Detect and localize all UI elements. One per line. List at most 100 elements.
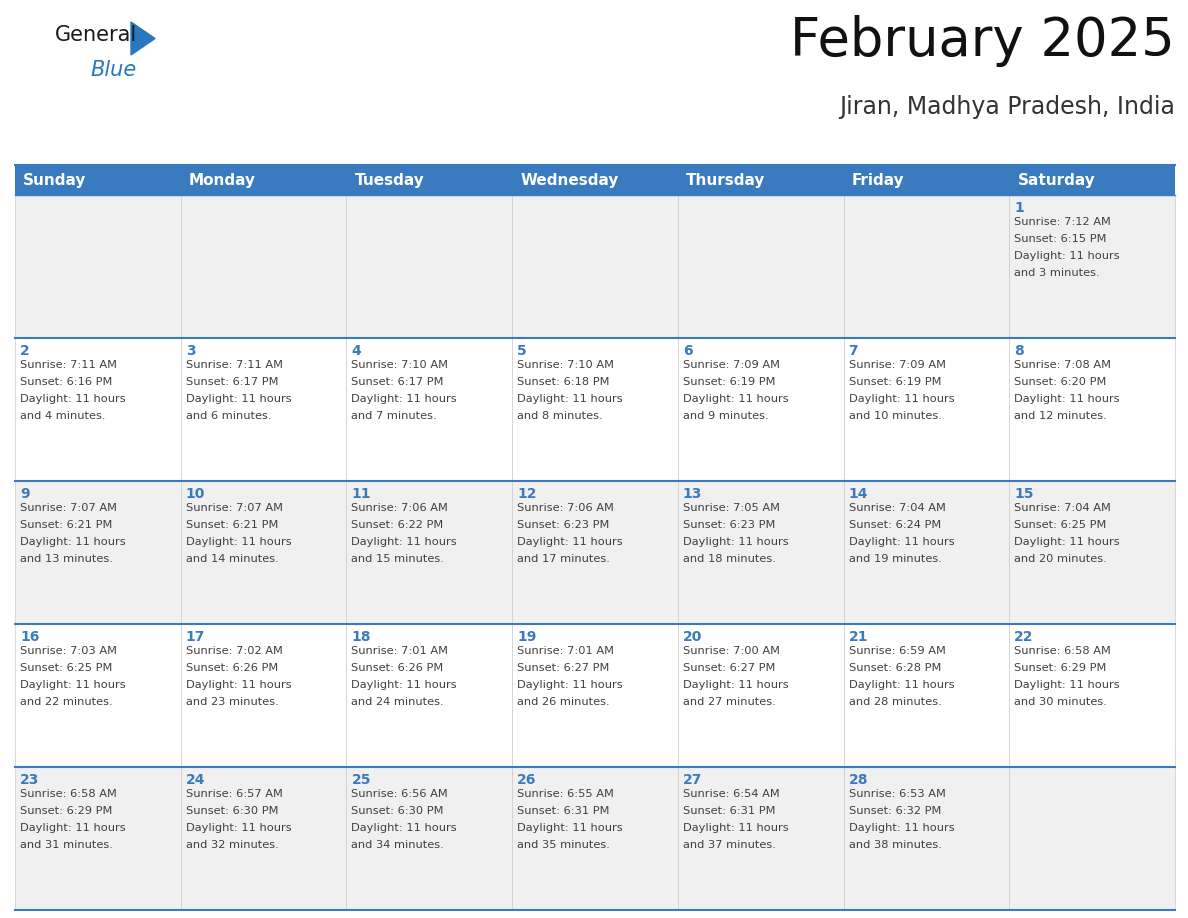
Text: and 26 minutes.: and 26 minutes.: [517, 697, 609, 707]
Text: and 7 minutes.: and 7 minutes.: [352, 411, 437, 421]
Text: 15: 15: [1015, 487, 1034, 501]
Text: and 3 minutes.: and 3 minutes.: [1015, 268, 1100, 278]
Text: Sunset: 6:25 PM: Sunset: 6:25 PM: [1015, 520, 1107, 530]
Text: Daylight: 11 hours: Daylight: 11 hours: [683, 680, 789, 690]
Text: Sunset: 6:21 PM: Sunset: 6:21 PM: [20, 520, 113, 530]
Text: Jiran, Madhya Pradesh, India: Jiran, Madhya Pradesh, India: [839, 95, 1175, 119]
Bar: [843, 481, 1010, 624]
Text: and 12 minutes.: and 12 minutes.: [1015, 411, 1107, 421]
Bar: [15, 338, 181, 481]
Text: Sunset: 6:27 PM: Sunset: 6:27 PM: [683, 663, 776, 673]
Text: Sunset: 6:24 PM: Sunset: 6:24 PM: [848, 520, 941, 530]
Text: Daylight: 11 hours: Daylight: 11 hours: [185, 823, 291, 833]
Bar: [512, 165, 678, 195]
Bar: [678, 767, 843, 910]
Text: Daylight: 11 hours: Daylight: 11 hours: [683, 394, 789, 404]
Bar: [678, 195, 843, 338]
Text: Sunrise: 7:06 AM: Sunrise: 7:06 AM: [517, 503, 614, 513]
Text: Sunrise: 7:03 AM: Sunrise: 7:03 AM: [20, 646, 116, 656]
Text: and 30 minutes.: and 30 minutes.: [1015, 697, 1107, 707]
Text: Sunrise: 6:58 AM: Sunrise: 6:58 AM: [1015, 646, 1111, 656]
Text: Daylight: 11 hours: Daylight: 11 hours: [20, 680, 126, 690]
Text: and 23 minutes.: and 23 minutes.: [185, 697, 278, 707]
Text: Sunrise: 7:04 AM: Sunrise: 7:04 AM: [1015, 503, 1111, 513]
Text: Daylight: 11 hours: Daylight: 11 hours: [517, 823, 623, 833]
Bar: [347, 767, 512, 910]
Text: Sunrise: 7:11 AM: Sunrise: 7:11 AM: [20, 360, 116, 370]
Text: and 31 minutes.: and 31 minutes.: [20, 840, 113, 850]
Bar: [512, 338, 678, 481]
Text: 19: 19: [517, 630, 537, 644]
Text: 22: 22: [1015, 630, 1034, 644]
Text: Daylight: 11 hours: Daylight: 11 hours: [517, 680, 623, 690]
Text: Sunset: 6:29 PM: Sunset: 6:29 PM: [1015, 663, 1107, 673]
Text: Tuesday: Tuesday: [355, 173, 424, 187]
Text: 3: 3: [185, 344, 195, 358]
Text: Sunrise: 7:01 AM: Sunrise: 7:01 AM: [352, 646, 448, 656]
Text: Sunrise: 7:09 AM: Sunrise: 7:09 AM: [848, 360, 946, 370]
Text: and 10 minutes.: and 10 minutes.: [848, 411, 941, 421]
Text: Sunrise: 7:11 AM: Sunrise: 7:11 AM: [185, 360, 283, 370]
Text: Sunrise: 6:53 AM: Sunrise: 6:53 AM: [848, 789, 946, 799]
Text: Sunrise: 7:02 AM: Sunrise: 7:02 AM: [185, 646, 283, 656]
Text: Sunrise: 6:59 AM: Sunrise: 6:59 AM: [848, 646, 946, 656]
Text: Daylight: 11 hours: Daylight: 11 hours: [185, 394, 291, 404]
Text: and 38 minutes.: and 38 minutes.: [848, 840, 941, 850]
Text: Blue: Blue: [90, 60, 137, 80]
Text: Daylight: 11 hours: Daylight: 11 hours: [848, 394, 954, 404]
Bar: [181, 481, 347, 624]
Bar: [1010, 624, 1175, 767]
Bar: [15, 624, 181, 767]
Text: General: General: [55, 25, 138, 45]
Text: Sunset: 6:17 PM: Sunset: 6:17 PM: [352, 377, 444, 387]
Text: Sunset: 6:17 PM: Sunset: 6:17 PM: [185, 377, 278, 387]
Text: Sunset: 6:28 PM: Sunset: 6:28 PM: [848, 663, 941, 673]
Text: and 9 minutes.: and 9 minutes.: [683, 411, 769, 421]
Text: 26: 26: [517, 773, 537, 787]
Text: 8: 8: [1015, 344, 1024, 358]
Text: and 20 minutes.: and 20 minutes.: [1015, 554, 1107, 564]
Bar: [512, 195, 678, 338]
Text: Daylight: 11 hours: Daylight: 11 hours: [517, 537, 623, 547]
Text: and 34 minutes.: and 34 minutes.: [352, 840, 444, 850]
Text: Sunset: 6:19 PM: Sunset: 6:19 PM: [848, 377, 941, 387]
Bar: [843, 165, 1010, 195]
Text: 25: 25: [352, 773, 371, 787]
Text: Sunset: 6:15 PM: Sunset: 6:15 PM: [1015, 234, 1107, 244]
Bar: [15, 481, 181, 624]
Text: 28: 28: [848, 773, 868, 787]
Text: Sunset: 6:32 PM: Sunset: 6:32 PM: [848, 806, 941, 816]
Text: Monday: Monday: [189, 173, 255, 187]
Bar: [347, 481, 512, 624]
Bar: [1010, 195, 1175, 338]
Text: Daylight: 11 hours: Daylight: 11 hours: [1015, 680, 1120, 690]
Text: Sunday: Sunday: [24, 173, 87, 187]
Text: Sunrise: 7:10 AM: Sunrise: 7:10 AM: [352, 360, 448, 370]
Bar: [1010, 481, 1175, 624]
Text: Daylight: 11 hours: Daylight: 11 hours: [20, 394, 126, 404]
Text: Daylight: 11 hours: Daylight: 11 hours: [848, 823, 954, 833]
Text: Sunrise: 6:56 AM: Sunrise: 6:56 AM: [352, 789, 448, 799]
Bar: [678, 624, 843, 767]
Text: 13: 13: [683, 487, 702, 501]
Text: Sunset: 6:30 PM: Sunset: 6:30 PM: [352, 806, 444, 816]
Text: Wednesday: Wednesday: [520, 173, 619, 187]
Text: Sunset: 6:26 PM: Sunset: 6:26 PM: [185, 663, 278, 673]
Text: Sunset: 6:29 PM: Sunset: 6:29 PM: [20, 806, 113, 816]
Text: Daylight: 11 hours: Daylight: 11 hours: [352, 680, 457, 690]
Text: Sunrise: 7:04 AM: Sunrise: 7:04 AM: [848, 503, 946, 513]
Text: and 4 minutes.: and 4 minutes.: [20, 411, 106, 421]
Text: 27: 27: [683, 773, 702, 787]
Text: and 17 minutes.: and 17 minutes.: [517, 554, 609, 564]
Text: Friday: Friday: [852, 173, 904, 187]
Text: 20: 20: [683, 630, 702, 644]
Bar: [181, 195, 347, 338]
Bar: [1010, 165, 1175, 195]
Text: 12: 12: [517, 487, 537, 501]
Bar: [347, 624, 512, 767]
Text: 6: 6: [683, 344, 693, 358]
Text: Daylight: 11 hours: Daylight: 11 hours: [185, 680, 291, 690]
Text: Sunset: 6:22 PM: Sunset: 6:22 PM: [352, 520, 443, 530]
Text: Sunrise: 7:12 AM: Sunrise: 7:12 AM: [1015, 217, 1111, 227]
Text: Daylight: 11 hours: Daylight: 11 hours: [352, 394, 457, 404]
